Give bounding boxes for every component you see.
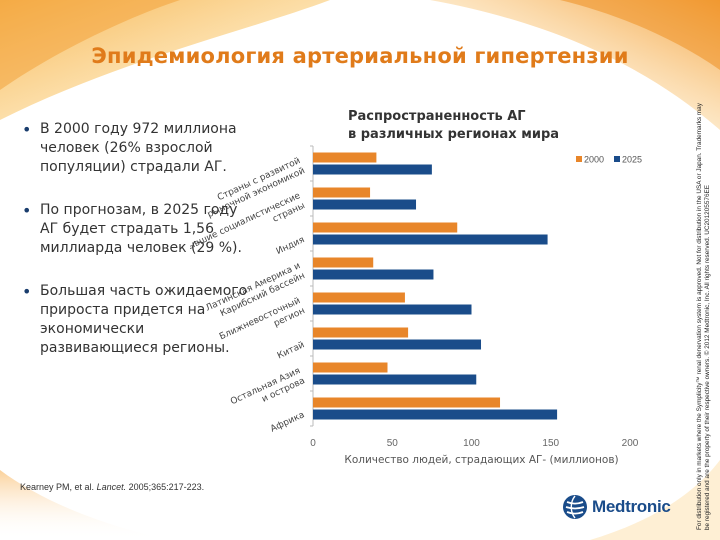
x-tick-label: 150 xyxy=(542,438,559,449)
bar-2025 xyxy=(313,374,477,385)
bar-chart: Страны с развитойрыночной экономикойБывш… xyxy=(190,145,642,466)
bullet-item: Большая часть ожидаемого прироста придет… xyxy=(20,282,250,358)
citation-details: 2005;365:217-223. xyxy=(128,482,205,492)
bar-2025 xyxy=(313,269,434,280)
category-label: Остальная Азияи острова xyxy=(229,366,307,417)
bar-2025 xyxy=(313,164,432,175)
x-tick-label: 100 xyxy=(463,438,480,449)
bar-2025 xyxy=(313,199,417,210)
medtronic-logo-text: Medtronic xyxy=(592,497,671,516)
bullet-item: По прогнозам, в 2025 году АГ будет страд… xyxy=(20,201,250,258)
bar-2000 xyxy=(313,397,501,408)
bar-2000 xyxy=(313,257,374,268)
bullet-item: В 2000 году 972 миллиона человек (26% вз… xyxy=(20,120,250,177)
category-label: Африка xyxy=(269,410,306,434)
citation-authors: Kearney PM, et al. xyxy=(20,482,95,492)
category-label: Китай xyxy=(276,340,307,361)
citation-journal: Lancet. xyxy=(96,482,127,492)
side-disclaimer: For distribution only in markets where t… xyxy=(696,100,714,530)
bar-2025 xyxy=(313,339,482,350)
bar-2000 xyxy=(313,187,371,198)
page-title: Эпидемиология артериальной гипертензии xyxy=(91,44,629,68)
category-label: Индия xyxy=(275,235,307,257)
bar-2025 xyxy=(313,409,558,420)
bar-2025 xyxy=(313,234,548,245)
x-axis-label: Количество людей, страдающих АГ- (миллио… xyxy=(344,454,618,466)
legend-swatch-2025 xyxy=(614,156,620,162)
medtronic-logo: Medtronic xyxy=(562,492,688,522)
legend-label-2000: 2000 xyxy=(584,155,604,165)
bullet-list: В 2000 году 972 миллиона человек (26% вз… xyxy=(20,120,250,382)
chart-title: Распространенность АГ в различных регион… xyxy=(348,108,559,144)
x-tick-label: 200 xyxy=(622,438,639,449)
legend-label-2025: 2025 xyxy=(622,155,642,165)
legend-swatch-2000 xyxy=(576,156,582,162)
x-tick-label: 50 xyxy=(387,438,399,449)
medtronic-logo-icon xyxy=(563,495,587,519)
bar-2000 xyxy=(313,222,458,233)
bar-2025 xyxy=(313,304,472,315)
bar-2000 xyxy=(313,152,377,163)
bar-2000 xyxy=(313,362,388,373)
citation: Kearney PM, et al. Lancet. 2005;365:217-… xyxy=(20,482,204,492)
bar-2000 xyxy=(313,292,405,303)
chart-title-line2: в различных регионах мира xyxy=(348,127,560,142)
x-tick-label: 0 xyxy=(310,438,316,449)
bar-2000 xyxy=(313,327,409,338)
side-disclaimer-text: For distribution only in markets where t… xyxy=(696,103,711,530)
chart-title-line1: Распространенность АГ xyxy=(348,109,526,124)
